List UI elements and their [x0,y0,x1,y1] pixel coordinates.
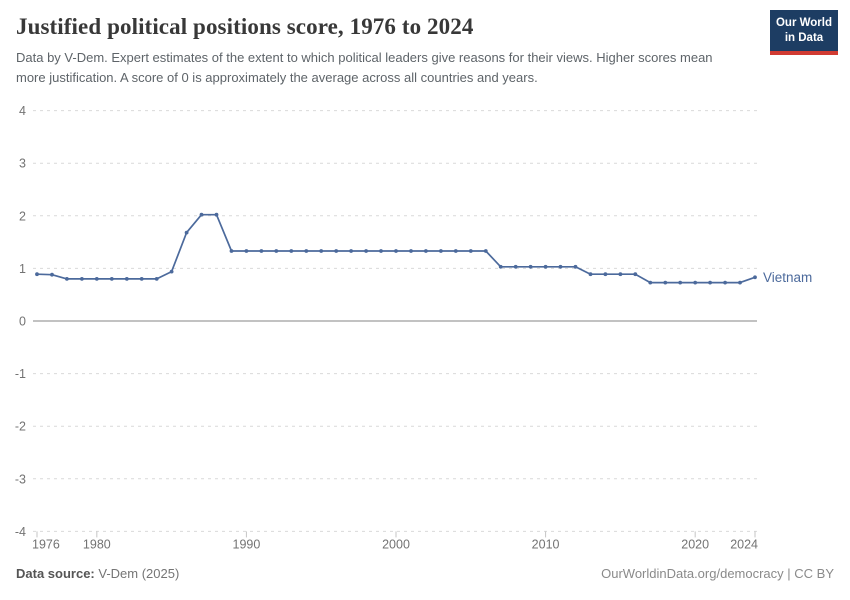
data-point[interactable] [708,280,712,285]
data-point[interactable] [603,272,608,277]
y-axis-tick-label: 1 [19,262,26,276]
data-point[interactable] [394,249,398,253]
data-point[interactable] [439,249,443,253]
data-point[interactable] [35,272,39,277]
data-point[interactable] [424,249,428,253]
y-axis-tick-label: -2 [15,420,26,434]
data-point[interactable] [80,277,84,281]
x-axis-tick-label: 2010 [532,537,560,551]
data-point[interactable] [244,249,249,253]
y-axis-tick-label: 3 [19,157,26,171]
owid-logo-line2: in Data [784,31,824,44]
data-point[interactable] [289,249,294,253]
data-point[interactable] [349,249,353,253]
data-point[interactable] [50,272,54,277]
x-axis-tick-label: 2000 [382,537,410,551]
data-point[interactable] [304,249,309,253]
data-point[interactable] [169,269,174,274]
data-point[interactable] [678,280,683,285]
data-point[interactable] [109,277,114,281]
owid-logo[interactable]: Our World in Data [770,10,838,55]
data-point[interactable] [259,249,264,253]
data-point[interactable] [453,249,458,253]
data-point[interactable] [738,280,742,285]
data-point[interactable] [543,264,548,269]
data-point[interactable] [214,212,219,217]
x-axis-tick-label: 1990 [233,537,261,551]
data-source: Data source: V-Dem (2025) [16,566,179,581]
data-point[interactable] [483,249,488,253]
attribution-link[interactable]: OurWorldinData.org/democracy | CC BY [601,566,834,581]
vietnam-line[interactable] [36,213,756,284]
data-point[interactable] [513,264,518,269]
data-point[interactable] [723,280,727,285]
data-source-label: Data source: [16,566,95,581]
data-point[interactable] [468,249,473,253]
data-point[interactable] [379,249,383,253]
y-axis-tick-label: -4 [15,525,26,539]
data-point[interactable] [693,280,698,285]
data-point[interactable] [528,264,533,269]
data-point[interactable] [65,277,69,281]
data-point[interactable] [139,277,144,281]
data-point[interactable] [588,272,593,277]
data-point[interactable] [124,277,129,281]
data-point[interactable] [648,280,653,285]
data-point[interactable] [94,277,99,281]
chart-header: Justified political positions score, 197… [16,14,760,88]
chart-subtitle: Data by V-Dem. Expert estimates of the e… [16,50,713,85]
data-point[interactable] [364,249,368,253]
x-axis-tick-label: 2020 [681,537,709,551]
data-source-value: V-Dem (2025) [98,566,180,581]
data-point[interactable] [409,249,413,253]
data-point[interactable] [663,280,668,285]
owid-logo-line1: Our World [775,17,832,29]
chart-title: Justified political positions score, 197… [16,14,474,39]
y-axis-tick-label: 2 [19,209,26,223]
data-point[interactable] [319,249,324,253]
data-point[interactable] [229,249,234,253]
data-point[interactable] [274,249,279,253]
data-point[interactable] [199,212,204,217]
data-point[interactable] [753,275,757,280]
data-point[interactable] [618,272,623,277]
data-point[interactable] [633,272,638,277]
x-axis-tick-label: 1980 [83,537,111,551]
data-point[interactable] [154,277,159,281]
y-axis-tick-label: 4 [19,104,26,118]
y-axis-tick-label: 0 [19,315,26,329]
data-point[interactable] [334,249,339,253]
data-point[interactable] [184,230,189,235]
data-point[interactable] [573,264,578,269]
data-point[interactable] [558,264,563,269]
y-axis-tick-label: -1 [15,367,26,381]
series-label-vietnam[interactable]: Vietnam [763,270,812,285]
x-axis-tick-label: 2024 [730,537,758,551]
data-point[interactable] [498,264,503,269]
y-axis-tick-label: -3 [15,472,26,486]
x-axis-tick-label: 1976 [32,537,60,551]
